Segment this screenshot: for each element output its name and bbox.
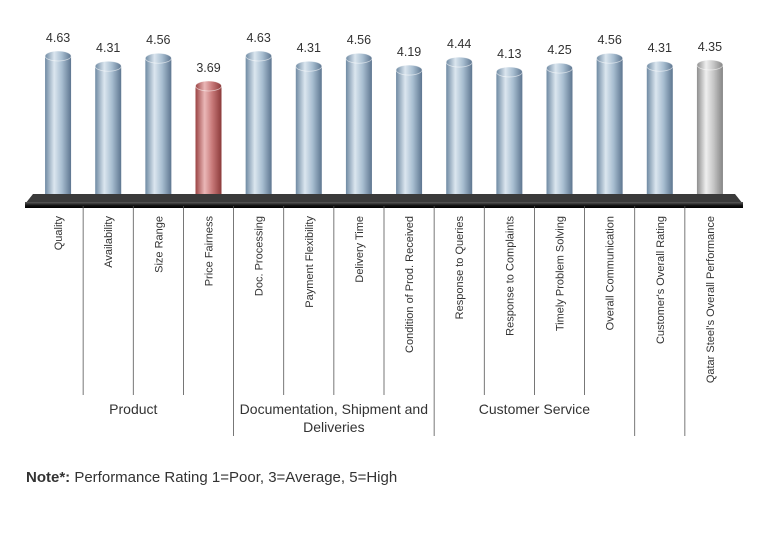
data-label: 4.25: [547, 43, 571, 57]
bar-top-cap: [596, 52, 624, 64]
note-text: Performance Rating 1=Poor, 3=Average, 5=…: [70, 469, 398, 486]
group-label: Product: [109, 401, 157, 417]
bar-top-cap: [646, 60, 674, 72]
bar-11: [546, 62, 573, 203]
bar-body: [345, 58, 372, 199]
bar-5: [245, 50, 273, 203]
bar-1: [44, 50, 72, 203]
labels-layer: 4.63 4.31 4.56 3.69 4.63 4.31 4.56 4.19 4.44 4.13…: [46, 31, 722, 436]
bar-top-cap: [144, 52, 172, 64]
bar-body: [596, 58, 623, 199]
bar-top-cap: [395, 64, 423, 76]
data-label: 4.31: [648, 41, 672, 55]
bar-top-cap: [345, 52, 373, 64]
bar-top-cap: [546, 62, 573, 74]
note: Note*: Performance Rating 1=Poor, 3=Aver…: [26, 469, 397, 486]
data-label: 3.69: [196, 61, 220, 75]
bar-12: [596, 52, 624, 203]
category-label: Payment Flexibility: [304, 216, 316, 308]
category-label: Overall Communication: [605, 216, 617, 330]
category-label: Delivery Time: [354, 216, 366, 283]
axis-base: [25, 202, 743, 208]
data-label: 4.56: [146, 33, 170, 47]
category-label: Price Fairness: [204, 216, 216, 287]
note-prefix: Note*:: [26, 469, 71, 486]
category-label: Response to Complaints: [504, 216, 516, 336]
bar-13: [646, 60, 674, 203]
data-label: 4.44: [447, 37, 471, 51]
bar-7: [345, 52, 373, 203]
category-label: Timely Problem Solving: [555, 216, 567, 331]
category-label: Doc. Processing: [254, 216, 266, 296]
bar-body: [646, 66, 673, 198]
data-label: 4.31: [96, 41, 120, 55]
bar-top-cap: [245, 50, 273, 62]
bar-6: [295, 60, 323, 203]
category-label: Size Range: [153, 216, 165, 273]
group-label: Customer Service: [479, 401, 590, 417]
bar-14: [696, 59, 724, 203]
data-label: 4.31: [297, 41, 321, 55]
base-layer: [25, 194, 743, 208]
data-label: 4.35: [698, 40, 722, 54]
bar-body: [496, 71, 523, 198]
bar-top-cap: [44, 50, 72, 62]
bar-body: [546, 68, 573, 199]
bar-body: [245, 56, 272, 198]
bar-top-cap: [94, 60, 122, 72]
bar-3: [144, 52, 172, 203]
category-label: Response to Queries: [454, 216, 466, 320]
bar-body: [396, 70, 423, 198]
bar-body: [446, 62, 473, 199]
bar-top-cap: [495, 66, 523, 78]
bar-top-cap: [295, 60, 323, 72]
axis-base-top: [25, 194, 743, 204]
category-label: Customer's Overall Rating: [655, 216, 667, 344]
bar-body: [95, 66, 122, 198]
bar-4: [195, 80, 222, 203]
data-label: 4.63: [246, 31, 270, 45]
data-label: 4.13: [497, 47, 521, 61]
category-label: Qatar Steel's Overall Performance: [705, 216, 717, 383]
bar-8: [395, 64, 423, 203]
bar-top-cap: [696, 59, 724, 71]
data-label: 4.56: [347, 33, 371, 47]
bar-2: [94, 60, 122, 203]
bar-9: [445, 56, 473, 203]
bars-layer: [44, 50, 724, 203]
bar-body: [45, 56, 72, 198]
bar-body: [195, 86, 222, 198]
bar-body: [696, 64, 723, 198]
bar-10: [495, 66, 523, 203]
category-label: Condition of Prod. Received: [404, 216, 416, 353]
category-label: Availability: [103, 216, 115, 268]
category-label: Quality: [53, 216, 65, 251]
data-label: 4.56: [597, 33, 621, 47]
bar-body: [145, 58, 172, 199]
data-label: 4.19: [397, 45, 421, 59]
bar-top-cap: [445, 56, 473, 68]
group-label: Documentation, Shipment and: [240, 401, 428, 417]
bar-body: [295, 66, 322, 198]
group-label: Deliveries: [303, 419, 364, 435]
data-label: 4.63: [46, 31, 70, 45]
bar-top-cap: [195, 80, 222, 92]
